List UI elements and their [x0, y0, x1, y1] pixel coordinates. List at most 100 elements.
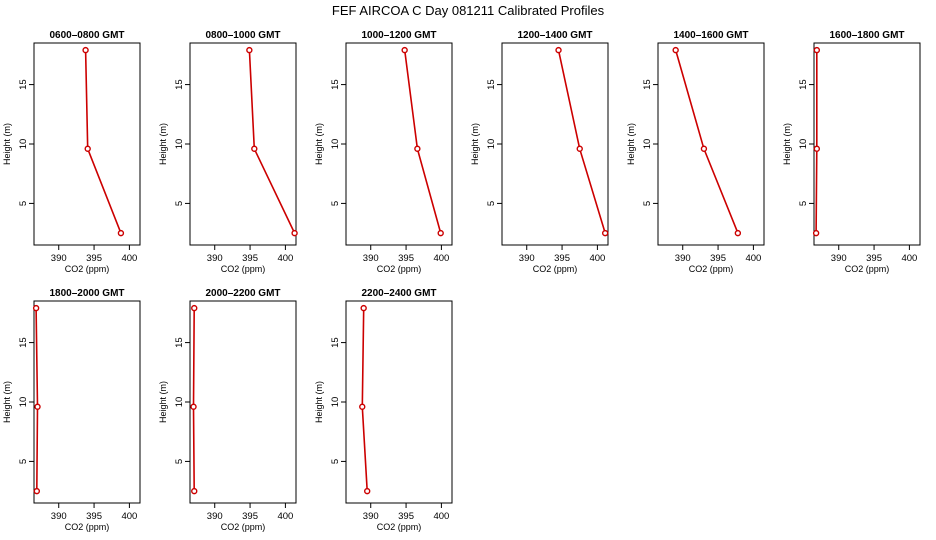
panel-title: 0600–0800 GMT	[49, 30, 124, 41]
y-axis-label: Height (m)	[626, 123, 636, 165]
data-point	[734, 229, 742, 237]
y-axis-label: Height (m)	[2, 381, 12, 423]
y-tick-label: 5	[18, 459, 29, 464]
y-tick-label: 15	[642, 79, 653, 90]
y-tick-label: 5	[642, 201, 653, 206]
chart-panel: 0600–0800 GMT 390 395 400 CO2 (ppm) 5 10 15 Heig…	[2, 30, 141, 274]
panel-title: 1400–1600 GMT	[673, 30, 748, 41]
data-point	[360, 304, 367, 312]
x-axis-label: CO2 (ppm)	[65, 522, 110, 532]
y-tick-label: 15	[18, 337, 29, 348]
data-point	[555, 46, 562, 54]
data-point	[32, 304, 40, 312]
x-tick-label: 390	[831, 253, 847, 264]
data-point	[576, 145, 583, 152]
data-point	[191, 487, 198, 495]
y-axis-label: Height (m)	[314, 123, 324, 165]
y-tick-label: 10	[486, 139, 497, 150]
data-point	[33, 487, 41, 495]
x-tick-label: 395	[866, 253, 882, 264]
y-tick-label: 10	[174, 139, 185, 150]
y-tick-label: 5	[486, 201, 497, 206]
chart-panel: 1000–1200 GMT 390 395 400 CO2 (ppm) 5 10 15 Heig…	[314, 30, 453, 274]
y-tick-label: 10	[798, 139, 809, 150]
x-axis-label: CO2 (ppm)	[221, 522, 266, 532]
y-tick-label: 5	[174, 201, 185, 206]
x-tick-label: 395	[398, 253, 414, 264]
x-axis-label: CO2 (ppm)	[65, 264, 110, 274]
panel-title: 0800–1000 GMT	[205, 30, 280, 41]
data-point	[700, 145, 708, 152]
data-point	[401, 46, 408, 54]
series-line	[192, 308, 195, 492]
x-axis-label: CO2 (ppm)	[533, 264, 578, 274]
chart-panel: 1800–2000 GMT 390 395 400 CO2 (ppm) 5 10 15 Heig…	[2, 288, 141, 532]
x-tick-label: 400	[433, 253, 449, 264]
x-tick-label: 395	[398, 511, 414, 522]
x-axis-label: CO2 (ppm)	[377, 264, 422, 274]
y-axis-label: Height (m)	[470, 123, 480, 165]
y-axis-label: Height (m)	[782, 123, 792, 165]
x-tick-label: 390	[675, 253, 691, 264]
data-point	[190, 403, 197, 410]
chart-panel: 0800–1000 GMT 390 395 400 CO2 (ppm) 5 10 15 Heig…	[158, 30, 298, 274]
data-point	[84, 145, 91, 152]
panel-title: 1000–1200 GMT	[361, 30, 436, 41]
x-tick-label: 400	[121, 511, 137, 522]
x-axis-label: CO2 (ppm)	[377, 522, 422, 532]
y-tick-label: 15	[18, 79, 29, 90]
chart-panel: 1600–1800 GMT 390 395 400 CO2 (ppm) 5 10 15 Heig…	[782, 30, 921, 274]
y-tick-label: 10	[18, 397, 29, 408]
panel-title: 2200–2400 GMT	[361, 288, 436, 299]
y-tick-label: 15	[330, 79, 341, 90]
panel-title: 1600–1800 GMT	[829, 30, 904, 41]
x-tick-label: 390	[519, 253, 535, 264]
x-tick-label: 395	[242, 253, 258, 264]
x-tick-label: 390	[363, 253, 379, 264]
x-tick-label: 390	[363, 511, 379, 522]
x-tick-label: 400	[433, 511, 449, 522]
y-tick-label: 5	[798, 201, 809, 206]
y-axis-label: Height (m)	[158, 381, 168, 423]
data-point	[82, 46, 89, 54]
y-tick-label: 10	[18, 139, 29, 150]
series-line	[815, 50, 818, 234]
x-tick-label: 395	[242, 511, 258, 522]
data-point	[364, 487, 371, 495]
y-tick-label: 10	[330, 139, 341, 150]
x-tick-label: 395	[86, 253, 102, 264]
data-point	[813, 145, 821, 152]
x-tick-label: 395	[710, 253, 726, 264]
data-point	[359, 403, 366, 410]
y-tick-label: 10	[642, 139, 653, 150]
figure-title: FEF AIRCOA C Day 081211 Calibrated Profi…	[332, 3, 605, 18]
x-tick-label: 395	[86, 511, 102, 522]
chart-panel: 1200–1400 GMT 390 395 400 CO2 (ppm) 5 10 15 Heig…	[470, 30, 609, 274]
y-tick-label: 5	[18, 201, 29, 206]
x-tick-label: 390	[51, 253, 67, 264]
data-point	[813, 46, 821, 54]
y-tick-label: 10	[174, 397, 185, 408]
x-tick-label: 390	[207, 511, 223, 522]
y-tick-label: 15	[174, 337, 185, 348]
y-tick-label: 5	[330, 459, 341, 464]
y-tick-label: 15	[798, 79, 809, 90]
x-tick-label: 400	[277, 253, 293, 264]
panel-grid: 0600–0800 GMT 390 395 400 CO2 (ppm) 5 10 15 Heig…	[2, 30, 921, 532]
x-tick-label: 400	[589, 253, 605, 264]
x-tick-label: 400	[121, 253, 137, 264]
y-axis-label: Height (m)	[158, 123, 168, 165]
y-tick-label: 5	[330, 201, 341, 206]
x-tick-label: 400	[277, 511, 293, 522]
chart-panel: 1400–1600 GMT 390 395 400 CO2 (ppm) 5 10 15 Heig…	[626, 30, 765, 274]
data-point	[251, 145, 258, 152]
chart-panel: 2200–2400 GMT 390 395 400 CO2 (ppm) 5 10 15 Heig…	[314, 288, 453, 532]
data-point	[291, 229, 298, 237]
y-tick-label: 10	[330, 397, 341, 408]
data-point	[812, 229, 820, 237]
y-tick-label: 15	[330, 337, 341, 348]
x-tick-label: 395	[554, 253, 570, 264]
data-point	[437, 229, 444, 237]
x-axis-label: CO2 (ppm)	[689, 264, 734, 274]
